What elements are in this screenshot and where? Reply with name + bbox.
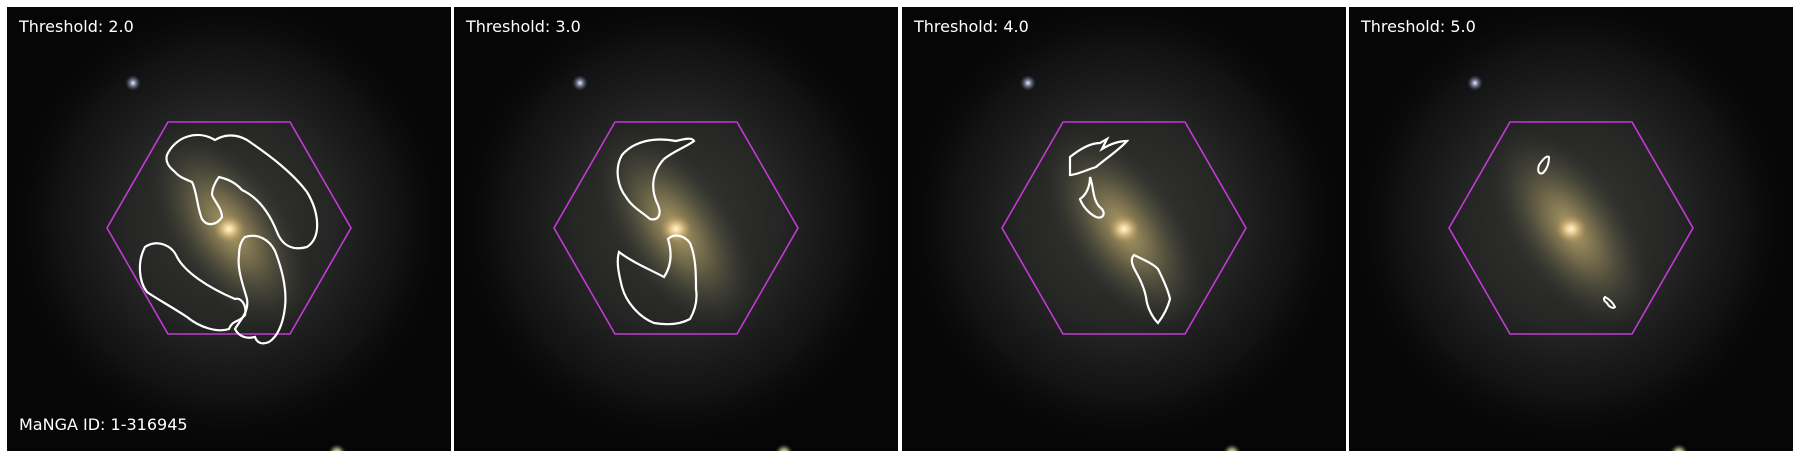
ifu-hexagon [1448,121,1694,335]
contour-region [138,242,247,332]
ifu-hexagon [1001,121,1247,335]
threshold-label: Threshold: 2.0 [19,17,134,36]
contour-region [1078,176,1105,219]
contour-region [165,133,319,250]
contour-region [1602,295,1617,309]
galaxy-image [1349,7,1793,451]
contour-region [233,234,287,345]
ifu-hexagon [106,121,352,335]
threshold-label: Threshold: 5.0 [1361,17,1476,36]
panel-threshold-4: Threshold: 4.0 [902,7,1346,451]
contour-region [1130,253,1172,325]
contour-region [616,137,696,221]
galaxy-image [902,7,1346,451]
ifu-hexagon [553,121,799,335]
contour-region [1068,136,1130,177]
galaxy-image [454,7,898,451]
contour-region [1537,155,1551,175]
panel-threshold-2: Threshold: 2.0 MaNGA ID: 1-316945 [7,7,451,451]
panel-threshold-3: Threshold: 3.0 [454,7,898,451]
galaxy-id-label: MaNGA ID: 1-316945 [19,415,188,434]
threshold-label: Threshold: 4.0 [914,17,1029,36]
galaxy-image [7,7,451,451]
panel-threshold-5: Threshold: 5.0 [1349,7,1793,451]
contour-region [616,234,698,326]
threshold-label: Threshold: 3.0 [466,17,581,36]
